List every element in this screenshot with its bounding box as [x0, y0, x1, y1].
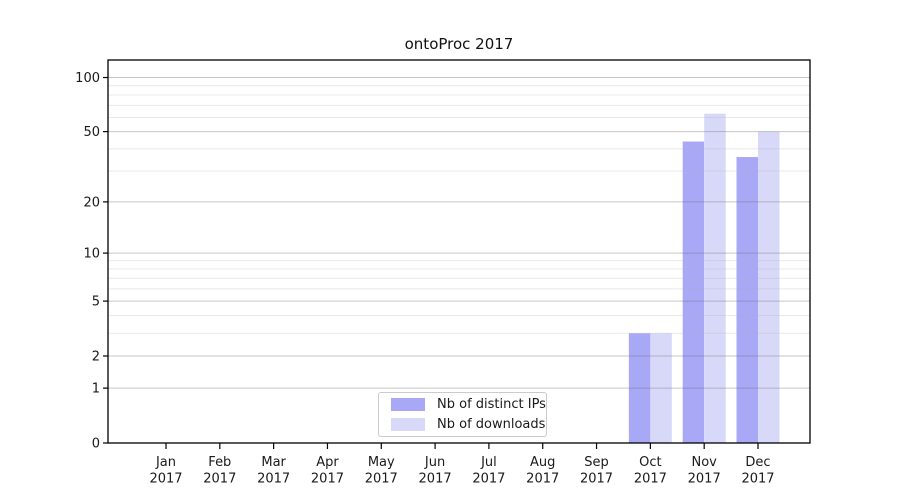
legend-swatch-downloads — [391, 418, 425, 431]
x-tick-label-month: Apr — [316, 455, 339, 470]
y-tick-label: 20 — [83, 195, 100, 210]
x-tick-label-year: 2017 — [741, 472, 774, 487]
x-tick-label-year: 2017 — [203, 472, 236, 487]
x-tick-label-month: Jul — [480, 455, 497, 470]
y-tick-label: 10 — [83, 247, 100, 262]
x-tick-label-month: Jun — [424, 455, 445, 470]
chart-legend: Nb of distinct IPs Nb of downloads — [378, 392, 547, 437]
x-tick-label-year: 2017 — [688, 472, 721, 487]
x-tick-label-month: Jan — [155, 455, 176, 470]
bar-distinct-ips — [736, 157, 758, 443]
y-tick-label: 2 — [92, 349, 100, 364]
x-tick-label-year: 2017 — [149, 472, 182, 487]
x-tick-label-year: 2017 — [257, 472, 290, 487]
x-tick-label-year: 2017 — [311, 472, 344, 487]
x-tick-label-year: 2017 — [472, 472, 505, 487]
y-tick-label: 5 — [92, 295, 100, 310]
bar-downloads — [650, 333, 672, 443]
x-tick-label-month: Mar — [261, 455, 286, 470]
bar-downloads — [704, 113, 726, 443]
plot-frame — [107, 59, 811, 444]
legend-label-distinct-ips: Nb of distinct IPs — [437, 397, 546, 412]
x-tick-label-year: 2017 — [580, 472, 613, 487]
chart-title: ontoProc 2017 — [404, 35, 514, 53]
legend-row-downloads: Nb of downloads — [391, 417, 546, 432]
bar-distinct-ips — [682, 141, 705, 443]
bar-distinct-ips — [628, 333, 651, 443]
x-tick-label-month: Aug — [530, 455, 555, 470]
x-tick-label-month: May — [368, 455, 395, 470]
legend-row-distinct-ips: Nb of distinct IPs — [391, 397, 546, 412]
bar-downloads — [758, 131, 780, 444]
y-tick-label: 0 — [92, 437, 100, 452]
legend-label-downloads: Nb of downloads — [437, 417, 546, 432]
y-tick-label: 100 — [75, 71, 100, 86]
legend-swatch-distinct-ips — [391, 398, 425, 411]
x-tick-label-month: Oct — [639, 455, 661, 470]
x-tick-label-month: Dec — [745, 455, 770, 470]
x-tick-label-year: 2017 — [365, 472, 398, 487]
y-tick-label: 1 — [92, 382, 100, 397]
x-tick-label-year: 2017 — [419, 472, 452, 487]
x-tick-label-month: Nov — [691, 455, 717, 470]
x-tick-label-month: Feb — [208, 455, 231, 470]
y-tick-label: 50 — [83, 125, 100, 140]
x-tick-label-month: Sep — [584, 455, 609, 470]
x-tick-label-year: 2017 — [526, 472, 559, 487]
x-tick-label-year: 2017 — [634, 472, 667, 487]
